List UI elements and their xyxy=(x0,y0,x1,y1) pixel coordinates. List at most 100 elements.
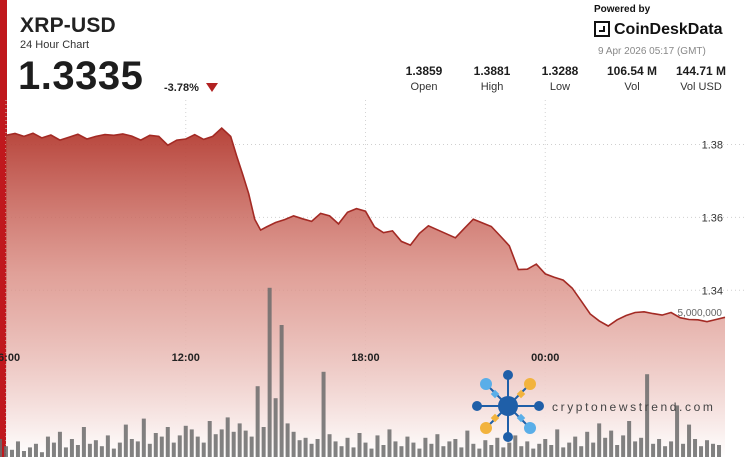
volume-bar xyxy=(345,437,350,457)
volume-bar xyxy=(627,421,632,457)
volume-bar xyxy=(621,435,626,457)
volume-bar xyxy=(423,437,428,457)
volume-bar xyxy=(171,442,176,457)
volume-bar xyxy=(567,442,572,457)
volume-bar xyxy=(579,446,584,457)
stat-value: 1.3288 xyxy=(541,64,579,78)
network-logo-icon xyxy=(472,370,544,442)
stat-label: Low xyxy=(549,81,571,93)
volume-bar xyxy=(273,398,278,457)
price-area xyxy=(6,128,725,457)
volume-bar xyxy=(441,446,446,457)
volume-bar xyxy=(543,439,548,457)
volume-bar xyxy=(117,442,122,457)
volume-bar xyxy=(291,431,296,457)
volume-bar xyxy=(123,424,128,457)
volume-bar xyxy=(357,433,362,457)
stat-high: 1.3881 High xyxy=(462,64,522,93)
volume-bar xyxy=(639,437,644,457)
volume-bar xyxy=(51,442,56,457)
stat-label: High xyxy=(480,81,504,93)
volume-bar xyxy=(255,386,260,457)
volume-bar xyxy=(267,287,272,457)
volume-bar xyxy=(141,418,146,457)
volume-bar xyxy=(351,447,356,457)
volume-bar xyxy=(4,446,8,457)
watermark-text: cryptonewstrend.com xyxy=(552,400,716,414)
volume-bar xyxy=(651,443,656,457)
volume-bar xyxy=(387,429,392,457)
volume-bar xyxy=(297,440,302,457)
volume-bar xyxy=(573,436,578,457)
volume-bar xyxy=(93,440,98,457)
volume-bar xyxy=(435,434,440,457)
stat-vol-usd: 144.71 M Vol USD xyxy=(671,64,731,93)
stat-label: Open xyxy=(410,81,438,93)
volume-bar xyxy=(237,423,242,457)
volume-bar xyxy=(375,435,380,457)
volume-bar xyxy=(63,447,68,457)
volume-bar xyxy=(369,448,374,457)
volume-bar xyxy=(675,405,680,457)
volume-bar xyxy=(105,435,110,457)
stat-value: 144.71 M xyxy=(675,64,727,78)
volume-bar xyxy=(693,439,698,457)
volume-bar xyxy=(459,447,464,457)
volume-bar xyxy=(87,443,92,457)
volume-bar xyxy=(27,447,32,457)
volume-bar xyxy=(315,439,320,457)
stat-low: 1.3288 Low xyxy=(530,64,590,93)
volume-bar xyxy=(135,441,140,457)
volume-bar xyxy=(525,441,530,457)
volume-bar xyxy=(657,439,662,457)
volume-bar xyxy=(411,442,416,457)
volume-bar xyxy=(189,429,194,457)
brand-name: CoinDeskData xyxy=(614,21,723,38)
volume-bar xyxy=(489,445,494,457)
volume-bar xyxy=(507,442,512,457)
volume-bar xyxy=(75,445,80,457)
volume-bar xyxy=(129,439,134,457)
chart-subtitle: 24 Hour Chart xyxy=(20,39,90,51)
down-arrow-icon xyxy=(206,83,218,92)
powered-by-label: Powered by xyxy=(594,4,651,15)
volume-bar xyxy=(471,443,476,457)
volume-bar xyxy=(261,427,266,457)
x-tick-label: 12:00 xyxy=(172,352,200,364)
volume-bar xyxy=(705,440,710,457)
volume-bar xyxy=(597,423,602,457)
volume-bar xyxy=(531,448,536,457)
volume-bar xyxy=(225,417,230,457)
volume-bar xyxy=(363,442,368,457)
volume-bar xyxy=(549,445,554,457)
volume-bar xyxy=(681,443,686,457)
volume-tick-label: 5,000,000 xyxy=(678,308,723,319)
volume-bar xyxy=(231,431,236,457)
volume-bar xyxy=(219,429,224,457)
volume-bar xyxy=(699,446,704,457)
volume-bar xyxy=(69,439,74,457)
volume-bar xyxy=(453,439,458,457)
volume-bar xyxy=(561,447,566,457)
x-tick-label: 06:00 xyxy=(0,352,20,364)
volume-bar xyxy=(111,448,116,457)
volume-bar xyxy=(147,443,152,457)
volume-bar xyxy=(195,436,200,457)
volume-bar xyxy=(513,435,518,457)
volume-bar xyxy=(45,436,50,457)
y-tick-label: 1.34 xyxy=(702,285,723,297)
volume-bar xyxy=(399,446,404,457)
volume-bar xyxy=(585,431,590,457)
volume-bar xyxy=(663,446,668,457)
volume-bar xyxy=(615,445,620,457)
volume-bar xyxy=(327,434,332,457)
volume-bar xyxy=(555,429,560,457)
stat-vol: 106.54 M Vol xyxy=(602,64,662,93)
volume-bar xyxy=(159,436,164,457)
stat-open: 1.3859 Open xyxy=(394,64,454,93)
volume-bar xyxy=(279,325,284,457)
volume-bar xyxy=(381,445,386,457)
stat-label: Vol USD xyxy=(680,81,722,93)
